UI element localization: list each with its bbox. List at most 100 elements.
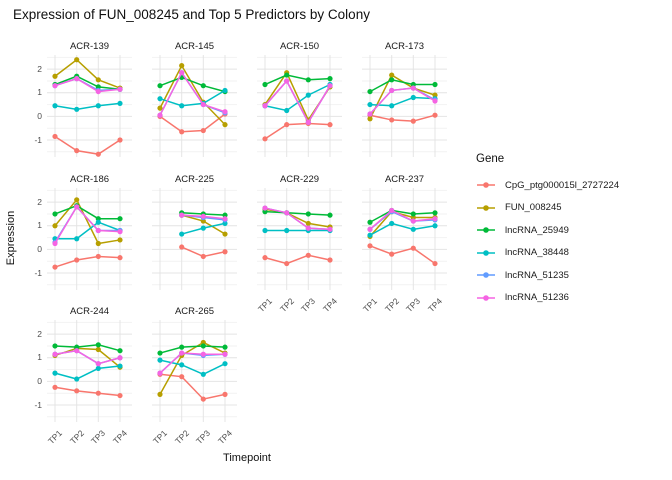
- data-point-lncRNA_25949: [179, 344, 185, 350]
- facet-title: ACR-265: [174, 306, 215, 317]
- data-point-lncRNA_51236: [74, 76, 80, 82]
- data-point-FUN_008245: [222, 231, 228, 237]
- data-point-lncRNA_38448: [262, 227, 268, 234]
- data-point-FUN_008245: [52, 223, 58, 229]
- data-point-CpG_ptg000015l_2727224: [410, 245, 416, 251]
- data-point-CpG_ptg000015l_2727224: [389, 251, 395, 257]
- data-point-lncRNA_25949: [389, 77, 395, 83]
- data-point-lncRNA_38448: [389, 103, 395, 109]
- facet-title: ACR-145: [174, 41, 215, 52]
- data-point-lncRNA_51236: [52, 240, 58, 247]
- data-point-CpG_ptg000015l_2727224: [179, 129, 185, 135]
- data-point-lncRNA_51236: [432, 216, 438, 222]
- y-axis-tick-label: 1: [37, 220, 42, 231]
- data-point-lncRNA_25949: [52, 343, 58, 349]
- data-point-CpG_ptg000015l_2727224: [410, 118, 416, 124]
- y-axis-tick-label: -1: [34, 267, 42, 278]
- data-point-lncRNA_38448: [95, 219, 101, 225]
- data-point-lncRNA_51236: [179, 212, 185, 218]
- legend-key-icon: [477, 204, 495, 211]
- data-point-CpG_ptg000015l_2727224: [432, 112, 438, 118]
- series-line-CpG_ptg000015l_2727224: [54, 386, 121, 397]
- x-axis-tick-labels: TP1 TP2 TP3 TP4: [256, 292, 342, 324]
- series-line-lncRNA_51236: [369, 209, 436, 230]
- data-point-CpG_ptg000015l_2727224: [367, 243, 373, 249]
- series-line-lncRNA_51236: [159, 352, 225, 374]
- data-point-lncRNA_25949: [327, 212, 333, 218]
- y-axis-tick-label: 1: [37, 352, 42, 363]
- data-point-lncRNA_38448: [305, 92, 311, 98]
- data-point-FUN_008245: [74, 57, 80, 63]
- legend-entry-label: lncRNA_25949: [505, 224, 569, 236]
- data-point-lncRNA_38448: [117, 100, 123, 107]
- data-point-lncRNA_25949: [117, 348, 123, 354]
- data-point-lncRNA_51236: [367, 111, 373, 117]
- series-line-FUN_008245: [369, 210, 435, 237]
- data-point-CpG_ptg000015l_2727224: [52, 133, 58, 140]
- legend-key-icon: [477, 182, 495, 189]
- facet-panel: [362, 55, 447, 157]
- data-point-CpG_ptg000015l_2727224: [95, 390, 101, 396]
- series-line-FUN_008245: [159, 341, 226, 395]
- facet-title: ACR-186: [69, 174, 110, 185]
- data-point-lncRNA_25949: [200, 83, 206, 89]
- series-line-lncRNA_38448: [159, 359, 226, 376]
- legend: Gene CpG_ptg000015l_2727224 FUN_008245 lnc…: [476, 153, 619, 309]
- data-point-lncRNA_38448: [52, 103, 58, 109]
- facet-title: ACR-139: [69, 41, 110, 52]
- data-point-lncRNA_38448: [410, 94, 416, 101]
- series-line-lncRNA_25949: [159, 76, 226, 93]
- series-line-lncRNA_38448: [159, 89, 226, 107]
- series-line-CpG_ptg000015l_2727224: [54, 135, 121, 155]
- legend-entry: CpG_ptg000015l_2727224: [476, 174, 619, 197]
- facet-title: ACR-237: [384, 174, 425, 185]
- series-line-lncRNA_25949: [264, 74, 331, 86]
- data-point-lncRNA_51236: [432, 98, 438, 104]
- data-point-lncRNA_38448: [200, 225, 206, 231]
- data-point-lncRNA_38448: [179, 362, 185, 368]
- series-line-lncRNA_51236: [264, 207, 331, 231]
- data-point-lncRNA_38448: [74, 106, 80, 112]
- data-point-lncRNA_38448: [284, 107, 290, 114]
- series-line-FUN_008245: [159, 64, 226, 126]
- data-point-CpG_ptg000015l_2727224: [200, 396, 206, 402]
- data-point-lncRNA_25949: [305, 211, 311, 217]
- data-point-FUN_008245: [95, 346, 101, 353]
- data-point-FUN_008245: [95, 77, 101, 83]
- data-point-lncRNA_51236: [367, 226, 373, 232]
- legend-entry: lncRNA_51235: [476, 264, 619, 287]
- series-line-lncRNA_51236: [369, 87, 436, 115]
- series-line-lncRNA_25949: [159, 345, 226, 354]
- data-point-CpG_ptg000015l_2727224: [200, 127, 206, 134]
- data-point-FUN_008245: [222, 122, 228, 128]
- y-axis-tick-label: 2: [37, 63, 42, 74]
- legend-key-icon: [477, 227, 495, 234]
- data-point-lncRNA_25949: [200, 343, 206, 349]
- data-point-lncRNA_51236: [52, 83, 58, 89]
- facet-title: ACR-229: [279, 174, 320, 185]
- series-line-CpG_ptg000015l_2727224: [369, 245, 436, 265]
- y-axis-title: Expression: [5, 210, 17, 266]
- data-point-lncRNA_51236: [284, 210, 290, 216]
- series-line-lncRNA_25949: [369, 78, 435, 93]
- data-point-lncRNA_51236: [117, 355, 123, 361]
- series-line-lncRNA_51236: [264, 79, 331, 124]
- series-line-lncRNA_38448: [369, 222, 436, 236]
- legend-entry-label: lncRNA_38448: [505, 247, 569, 259]
- series-line-lncRNA_38448: [54, 102, 121, 111]
- data-point-CpG_ptg000015l_2727224: [74, 388, 80, 394]
- data-point-lncRNA_38448: [157, 96, 163, 102]
- data-point-lncRNA_51236: [117, 229, 123, 235]
- data-point-lncRNA_25949: [305, 77, 311, 83]
- legend-entry-label: FUN_008245: [505, 202, 562, 214]
- data-point-CpG_ptg000015l_2727224: [95, 253, 101, 260]
- data-point-lncRNA_25949: [432, 81, 438, 88]
- data-point-CpG_ptg000015l_2727224: [305, 252, 311, 258]
- series-line-CpG_ptg000015l_2727224: [369, 114, 436, 122]
- data-point-lncRNA_51236: [179, 350, 185, 356]
- facet-panel: [362, 188, 447, 290]
- data-point-CpG_ptg000015l_2727224: [389, 117, 395, 123]
- data-point-CpG_ptg000015l_2727224: [200, 253, 206, 260]
- data-point-FUN_008245: [157, 391, 163, 397]
